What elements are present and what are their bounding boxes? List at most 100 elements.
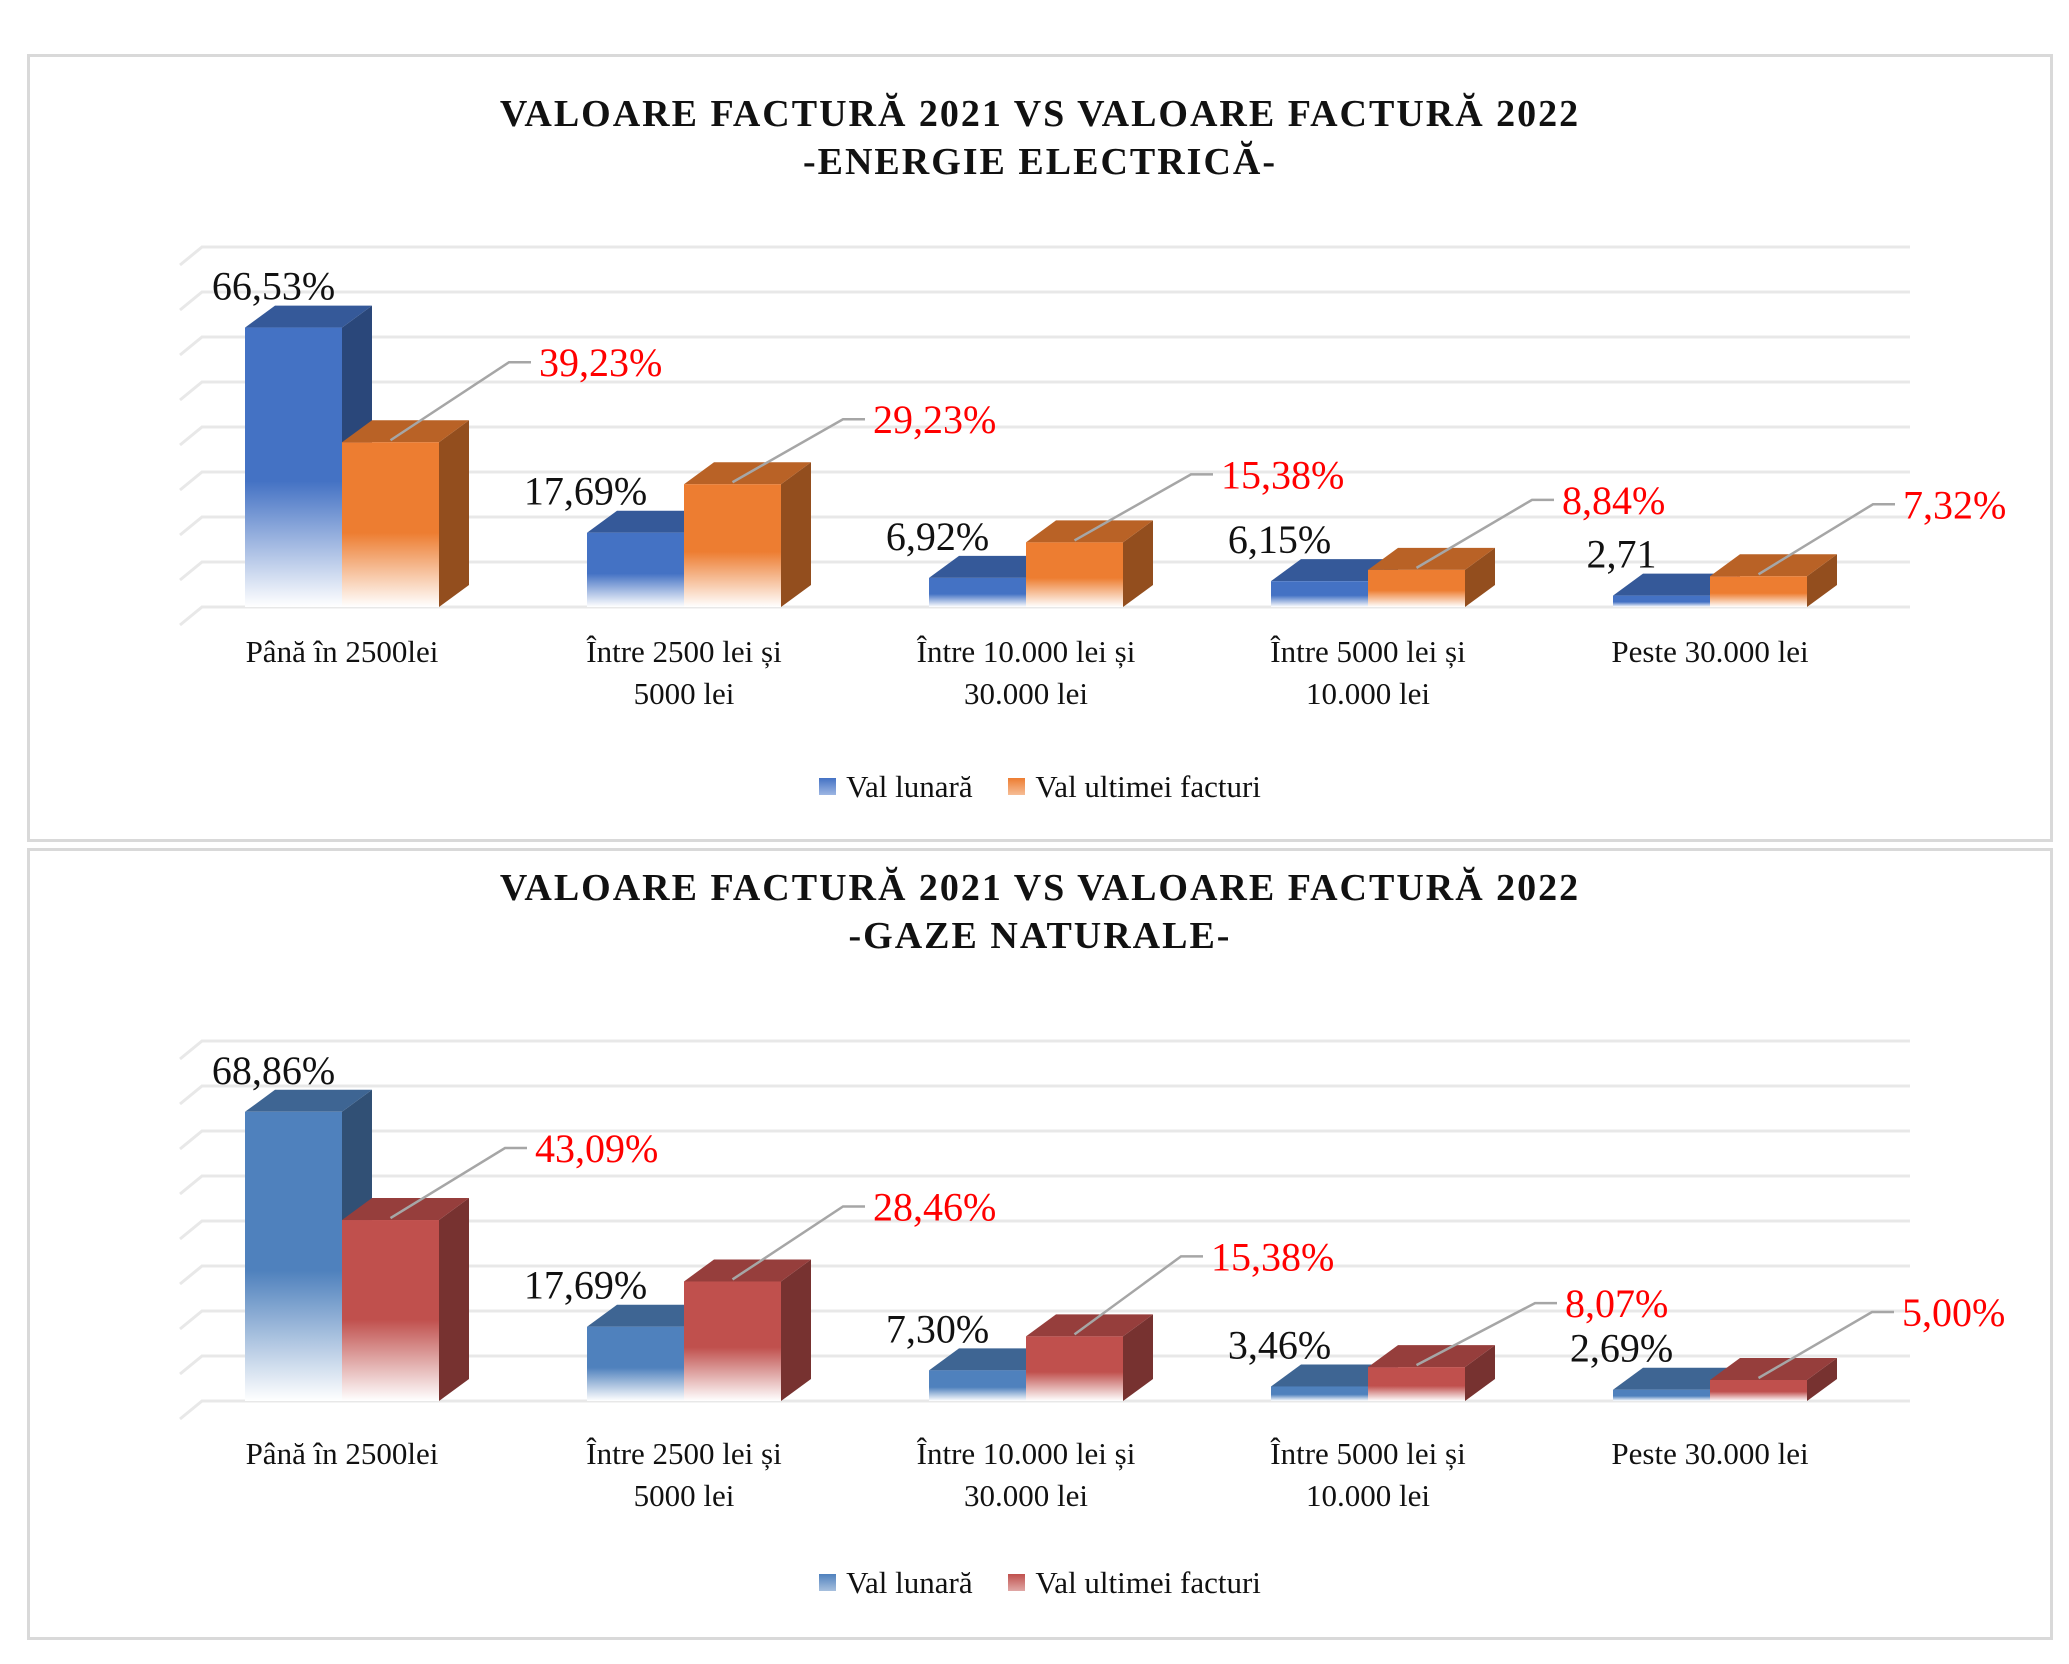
legend-label: Val ultimei facturi xyxy=(1035,768,1261,804)
bar-top xyxy=(1271,1364,1398,1387)
bar-front xyxy=(1026,1336,1123,1401)
chart-panel-electricity: VALOARE FACTURĂ 2021 VS VALOARE FACTURĂ … xyxy=(27,54,2053,842)
legend-swatch-orange xyxy=(1008,778,1026,795)
category-label: Între 10.000 lei și 30.000 lei xyxy=(917,634,1136,711)
bar xyxy=(1710,1358,1837,1401)
category-label: Între 2500 lei și 5000 lei xyxy=(586,634,782,711)
data-label: 6,15% xyxy=(1228,517,1331,562)
category-label: Până în 2500lei xyxy=(246,634,439,669)
bar-front xyxy=(342,1220,439,1401)
gridline xyxy=(179,1354,1910,1376)
data-label: 29,23% xyxy=(873,397,996,442)
bar-top xyxy=(1026,1314,1153,1337)
gridline xyxy=(179,425,1910,447)
chart-panel-gas: VALOARE FACTURĂ 2021 VS VALOARE FACTURĂ … xyxy=(27,848,2053,1640)
bar-top xyxy=(1613,573,1740,596)
leader-line xyxy=(1757,1310,1894,1380)
data-label: 2,71 xyxy=(1587,532,1657,577)
bar-front xyxy=(245,1111,342,1401)
bar-front xyxy=(929,1370,1026,1401)
legend-label: Val lunară xyxy=(846,768,973,804)
leader-line xyxy=(389,360,531,442)
bar xyxy=(684,462,811,607)
gridline xyxy=(179,290,1910,312)
gridline xyxy=(179,1039,1910,1061)
legend-label: Val lunară xyxy=(846,1564,973,1600)
gridline xyxy=(179,380,1910,402)
bar-front xyxy=(245,327,342,607)
bar-front xyxy=(1710,576,1807,607)
gridlines xyxy=(179,245,1910,627)
bar-front xyxy=(929,577,1026,607)
data-label: 8,84% xyxy=(1562,478,1665,523)
bar-front xyxy=(1271,581,1368,607)
data-label: 6,92% xyxy=(886,514,989,559)
category-label: Până în 2500lei xyxy=(246,1436,439,1471)
gridline xyxy=(179,1399,1910,1421)
bar-front xyxy=(684,1281,781,1401)
leader-line xyxy=(389,1146,527,1220)
data-label: 7,32% xyxy=(1903,482,2006,527)
leader-line xyxy=(1073,1255,1203,1336)
bar-front xyxy=(1613,1389,1710,1401)
category-label: Peste 30.000 lei xyxy=(1611,1436,1809,1471)
bar-top xyxy=(1613,1367,1740,1390)
legend: Val lunară Val ultimei facturi xyxy=(30,767,2050,805)
gridline xyxy=(179,515,1910,537)
chart-subtitle: -ENERGIE ELECTRICĂ- xyxy=(802,141,1278,183)
bar-top xyxy=(929,1348,1056,1371)
bar-front xyxy=(342,442,439,607)
legend-item-val-lunara: Val lunară xyxy=(819,769,973,805)
gridline xyxy=(179,1219,1910,1241)
bar-top xyxy=(245,305,372,328)
bar-side xyxy=(439,420,469,607)
bar-side xyxy=(1123,1314,1153,1401)
chart-title: VALOARE FACTURĂ 2021 VS VALOARE FACTURĂ … xyxy=(499,867,1581,909)
legend-swatch-blue xyxy=(819,778,837,795)
bar-chart-gas: 68,86% 43,09% Până în 2500lei 17,69% 28,46% Î… xyxy=(179,1039,2005,1513)
category-label: Între 10.000 lei și 30.000 lei xyxy=(917,1436,1136,1513)
gridline xyxy=(179,1084,1910,1106)
bar xyxy=(1026,520,1153,607)
gridline xyxy=(179,1174,1910,1196)
bar-top xyxy=(1271,559,1398,582)
bar-side xyxy=(1465,1345,1495,1401)
data-label: 3,46% xyxy=(1228,1322,1331,1367)
data-label: 39,23% xyxy=(539,340,662,385)
gridline xyxy=(179,1309,1910,1331)
bar xyxy=(1271,559,1398,607)
leader-line xyxy=(1073,473,1213,542)
category-label: Între 5000 lei și 10.000 lei xyxy=(1270,634,1466,711)
legend-item-val-lunara: Val lunară xyxy=(819,1565,973,1601)
category-label: Între 2500 lei și 5000 lei xyxy=(586,1436,782,1513)
bar-top xyxy=(587,510,714,533)
data-label: 5,00% xyxy=(1902,1290,2005,1335)
bar-side xyxy=(1123,520,1153,607)
legend-item-val-ultimei-facturi: Val ultimei facturi xyxy=(1008,1565,1261,1601)
bar xyxy=(342,1198,469,1401)
gridline xyxy=(179,605,1910,627)
data-label: 2,69% xyxy=(1570,1326,1673,1371)
gridline xyxy=(179,470,1910,492)
category-label: Peste 30.000 lei xyxy=(1611,634,1809,669)
leader-line xyxy=(1757,503,1895,576)
gridline xyxy=(179,245,1910,267)
bar-side xyxy=(1807,1358,1837,1401)
chart-title: VALOARE FACTURĂ 2021 VS VALOARE FACTURĂ … xyxy=(499,93,1581,135)
data-label: 66,53% xyxy=(212,264,335,309)
data-label: 28,46% xyxy=(873,1184,996,1229)
bar-side xyxy=(1807,554,1837,607)
leader-line xyxy=(1415,498,1554,569)
bar-side xyxy=(781,462,811,607)
bar-front xyxy=(1026,542,1123,607)
bar-front xyxy=(1368,1367,1465,1401)
bar-side xyxy=(781,1259,811,1401)
legend-item-val-ultimei-facturi: Val ultimei facturi xyxy=(1008,769,1261,805)
leader-line xyxy=(1415,1301,1557,1367)
bar xyxy=(342,420,469,607)
bar-front xyxy=(1368,569,1465,607)
bar-front xyxy=(1710,1380,1807,1401)
data-label: 68,86% xyxy=(212,1048,335,1093)
data-label: 17,69% xyxy=(524,469,647,514)
data-label: 43,09% xyxy=(535,1126,658,1171)
